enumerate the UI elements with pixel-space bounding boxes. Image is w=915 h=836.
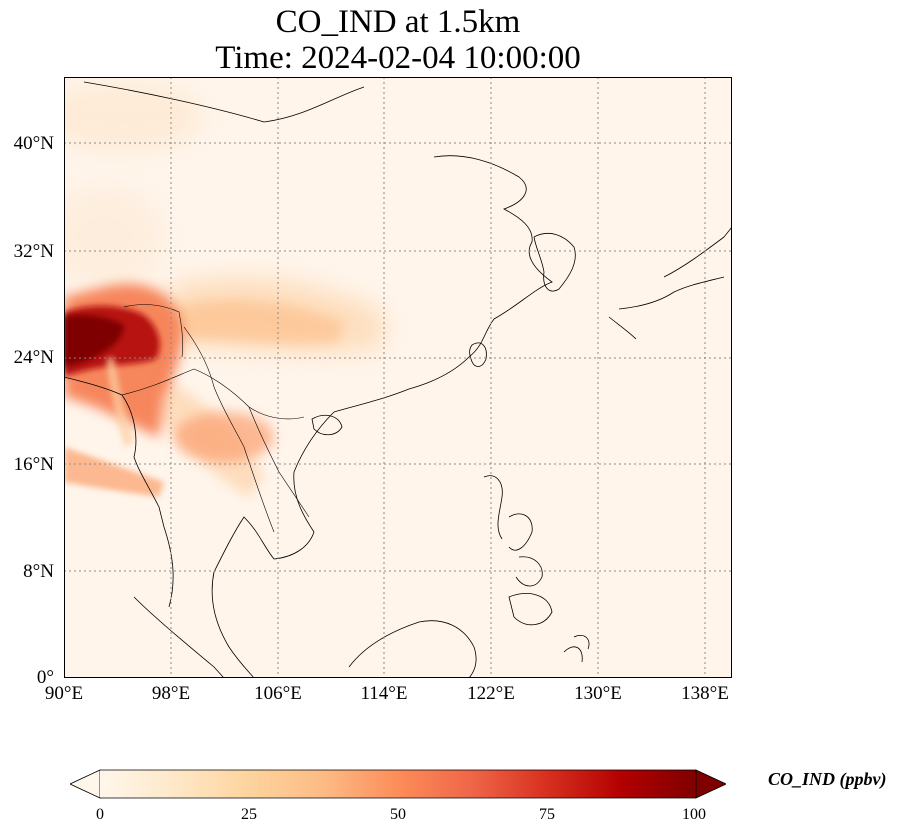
lon-label-98e: 98°E bbox=[151, 683, 191, 704]
map-border bbox=[64, 77, 732, 678]
lat-label-40n: 40°N bbox=[13, 133, 54, 154]
lon-label-138e: 138°E bbox=[681, 683, 729, 704]
lat-label-32n: 32°N bbox=[13, 241, 54, 262]
lon-label-122e: 122°E bbox=[467, 683, 515, 704]
colorbar-tick-75: 75 bbox=[539, 806, 555, 823]
colorbar-label: CO_IND (ppbv) bbox=[768, 769, 887, 789]
coastlines bbox=[64, 81, 732, 678]
colorbar-extend-min bbox=[70, 769, 101, 799]
colorbar-tick-0: 0 bbox=[96, 806, 104, 823]
lon-label-130e: 130°E bbox=[574, 683, 622, 704]
gridlines bbox=[64, 77, 732, 678]
title-time: Time: 2024-02-04 10:00:00 bbox=[215, 40, 581, 76]
map-plot bbox=[64, 77, 732, 678]
lat-label-0: 0° bbox=[36, 667, 54, 688]
map-title: CO_IND at 1.5km Time: 2024-02-04 10:00:0… bbox=[64, 4, 732, 76]
map-background bbox=[64, 77, 732, 678]
lat-label-16n: 16°N bbox=[13, 454, 54, 475]
lon-label-90e: 90°E bbox=[44, 683, 84, 704]
colorbar-tick-50: 50 bbox=[390, 806, 406, 823]
lon-label-114e: 114°E bbox=[360, 683, 408, 704]
colorbar-tick-100: 100 bbox=[682, 806, 706, 823]
colorbar bbox=[70, 769, 726, 799]
lat-label-8n: 8°N bbox=[23, 561, 54, 582]
lat-label-24n: 24°N bbox=[13, 347, 54, 368]
colorbar-tick-25: 25 bbox=[241, 806, 257, 823]
title-variable: CO_IND at 1.5km bbox=[275, 4, 521, 40]
lon-label-106e: 106°E bbox=[254, 683, 302, 704]
colorbar-gradient bbox=[100, 770, 696, 798]
concentration-field bbox=[64, 82, 384, 497]
colorbar-extend-max bbox=[695, 769, 726, 799]
